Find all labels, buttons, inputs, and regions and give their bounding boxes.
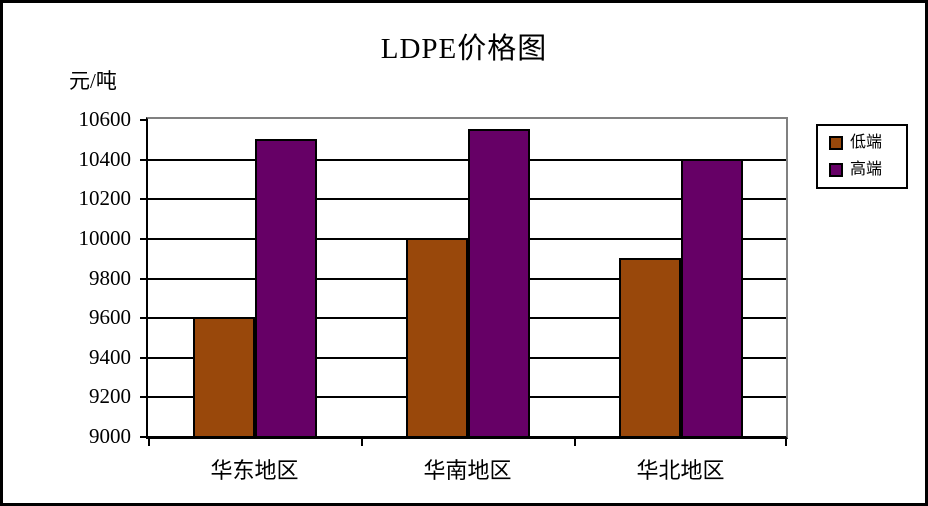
x-tick-mark [361,439,363,446]
bar-high-2 [468,128,530,436]
y-tick-label-9600: 9600 [89,305,131,330]
bar-high-3 [681,158,743,436]
y-tick-label-10000: 10000 [78,225,132,250]
y-tick-mark [140,158,146,161]
y-tick-label-10600: 10600 [78,107,132,131]
legend-label-low: 低端 [850,134,883,151]
x-tick-mark [574,439,576,446]
y-tick-label-10400: 10400 [78,146,132,171]
legend: 低端 高端 [816,124,908,189]
y-tick-mark [140,317,146,320]
y-tick-label-9400: 9400 [89,344,131,369]
y-tick-mark [140,198,146,201]
plot-area [146,117,788,439]
legend-swatch-high [829,163,843,177]
legend-item-high: 高端 [829,162,896,178]
y-tick-mark [140,119,146,121]
y-tick-mark [140,396,146,399]
y-axis-unit-label: 元/吨 [69,69,117,93]
y-tick-mark [140,277,146,280]
bar-high-1 [255,138,317,436]
x-tick-mark [785,439,787,446]
x-tick-mark [148,439,150,446]
legend-swatch-low [829,136,843,150]
bar-low-2 [406,237,468,436]
legend-label-high: 高端 [850,161,883,178]
gridline-10200 [148,198,786,201]
y-tick-mark [140,237,146,240]
gridline-10400 [148,158,786,161]
chart-title: LDPE价格图 [380,33,548,65]
legend-item-low: 低端 [829,135,896,151]
x-category-label-3: 华北地区 [636,458,725,483]
bar-low-3 [619,257,681,436]
bar-low-1 [193,317,255,436]
x-category-label-2: 华南地区 [423,458,512,483]
x-category-label-1: 华东地区 [210,458,299,483]
y-tick-label-10200: 10200 [78,186,132,211]
y-tick-mark [140,436,146,438]
y-tick-mark [140,356,146,359]
y-tick-label-9800: 9800 [89,265,131,290]
y-tick-label-9000: 9000 [89,424,131,448]
y-tick-label-9200: 9200 [89,384,131,409]
